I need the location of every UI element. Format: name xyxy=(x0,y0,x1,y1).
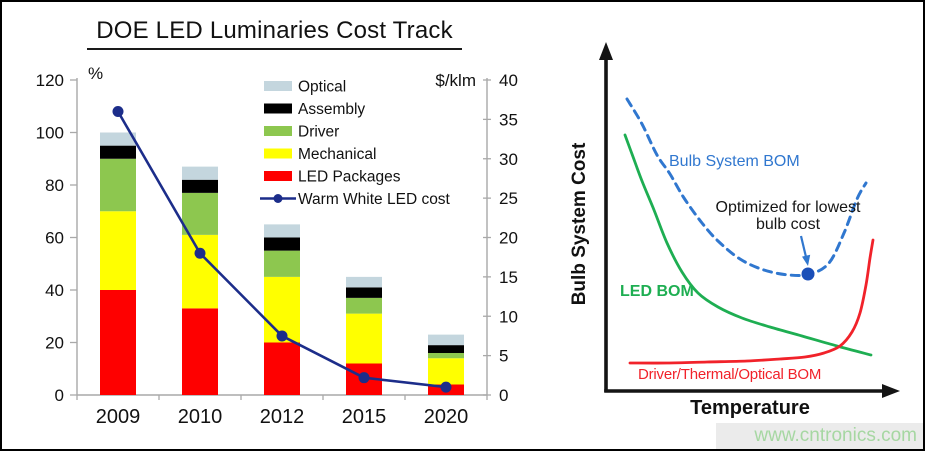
line-marker-2012 xyxy=(276,330,288,342)
bar-2012-optical xyxy=(264,224,300,238)
legend-swatch-mechanical xyxy=(264,148,292,159)
curve-label-bulb-system-bom: Bulb System BOM xyxy=(669,153,800,170)
annotation-optimized-for-lowest-bulb-cost: Optimized for lowest bulb cost xyxy=(702,199,874,233)
bar-2010-driver xyxy=(182,192,218,235)
curve-label-driver-thermal-optical-bom: Driver/Thermal/Optical BOM xyxy=(638,366,822,383)
right-axis-tick-label: 30 xyxy=(499,150,518,169)
bar-2010-mechanical xyxy=(182,234,218,309)
right-axis-tick-label: 35 xyxy=(499,110,518,129)
annotation-arrow-line xyxy=(799,235,808,258)
legend-swatch-optical xyxy=(264,81,292,91)
legend-label-warm-white-led-cost: Warm White LED cost xyxy=(298,191,451,208)
legend-swatch-driver xyxy=(264,126,292,136)
left-axis-tick-label: 0 xyxy=(55,386,64,405)
category-label-2009: 2009 xyxy=(96,406,141,428)
bar-2010-assembly xyxy=(182,179,218,193)
legend-marker-warm-white-led-cost xyxy=(273,194,283,203)
bar-2015-driver xyxy=(346,297,382,314)
line-marker-2010 xyxy=(194,247,206,259)
left-axis-tick-label: 40 xyxy=(45,281,64,300)
watermark-text: www.cntronics.com xyxy=(754,425,917,446)
legend-swatch-led-packages xyxy=(264,171,292,181)
right-axis-tick-label: 20 xyxy=(499,229,518,248)
bar-2009-mechanical xyxy=(100,211,136,290)
legend-label-led-packages: LED Packages xyxy=(298,169,401,186)
category-label-2010: 2010 xyxy=(178,406,223,428)
category-label-2020: 2020 xyxy=(424,406,469,428)
legend-label-driver: Driver xyxy=(298,124,339,141)
optimized-point-marker xyxy=(801,267,815,281)
y-axis-arrowhead-icon xyxy=(599,42,613,60)
legend-label-mechanical: Mechanical xyxy=(298,146,376,163)
legend-swatch-assembly xyxy=(264,103,292,114)
watermark: www.cntronics.com xyxy=(716,423,923,449)
right-axis-tick-label: 0 xyxy=(499,386,508,405)
left-axis-unit-label: % xyxy=(88,64,104,83)
left-chart-title-wrap: DOE LED Luminaries Cost Track xyxy=(2,17,547,50)
right-chart-x-axis-label: Temperature xyxy=(690,397,810,419)
x-axis-arrowhead-icon xyxy=(882,384,900,398)
bar-2009-optical xyxy=(100,132,136,146)
left-axis-tick-label: 20 xyxy=(45,334,64,353)
right-chart-y-axis-label: Bulb System Cost xyxy=(569,142,590,306)
bar-2010-optical xyxy=(182,166,218,180)
bar-2015-assembly xyxy=(346,287,382,298)
bar-2010-led-packages xyxy=(182,308,218,395)
bar-2015-mechanical xyxy=(346,313,382,364)
curve-bulb-system-bom xyxy=(625,97,868,278)
line-marker-2009 xyxy=(112,106,124,117)
left-axis-tick-label: 100 xyxy=(36,124,64,143)
annotation-arrowhead-icon xyxy=(802,254,811,266)
category-label-2015: 2015 xyxy=(342,406,387,428)
curve-led-bom xyxy=(623,133,873,357)
left-axis-tick-label: 120 xyxy=(36,71,64,90)
right-axis-tick-label: 25 xyxy=(499,189,518,208)
chart-title: DOE LED Luminaries Cost Track xyxy=(87,17,462,50)
line-marker-2020 xyxy=(440,381,452,393)
left-axis-tick-label: 60 xyxy=(45,229,64,248)
right-axis-tick-label: 10 xyxy=(499,307,518,326)
bar-2020-mechanical xyxy=(428,358,464,385)
bar-2012-assembly xyxy=(264,237,300,251)
bar-2009-driver xyxy=(100,158,136,212)
right-axis-unit-label: $/klm xyxy=(435,71,476,90)
bar-2012-led-packages xyxy=(264,342,300,395)
legend-label-assembly: Assembly xyxy=(298,101,365,118)
category-label-2012: 2012 xyxy=(260,406,305,428)
right-axis-tick-label: 5 xyxy=(499,347,508,366)
right-axis-tick-label: 40 xyxy=(499,71,518,90)
bar-2009-led-packages xyxy=(100,290,136,395)
bar-2012-driver xyxy=(264,250,300,277)
bar-2015-optical xyxy=(346,276,382,288)
bar-2020-assembly xyxy=(428,345,464,353)
legend-label-optical: Optical xyxy=(298,79,346,96)
right-axis-tick-label: 15 xyxy=(499,268,518,287)
bar-2009-assembly xyxy=(100,145,136,159)
bar-2020-driver xyxy=(428,353,464,359)
left-axis-tick-label: 80 xyxy=(45,176,64,195)
annotation-line-1: Optimized for lowest xyxy=(715,199,861,216)
curve-driver-thermal-optical-bom xyxy=(628,238,875,365)
bar-2020-optical xyxy=(428,334,464,346)
annotation-line-2: bulb cost xyxy=(755,216,821,233)
curve-label-led-bom: LED BOM xyxy=(620,283,694,300)
line-marker-2015 xyxy=(358,372,370,384)
